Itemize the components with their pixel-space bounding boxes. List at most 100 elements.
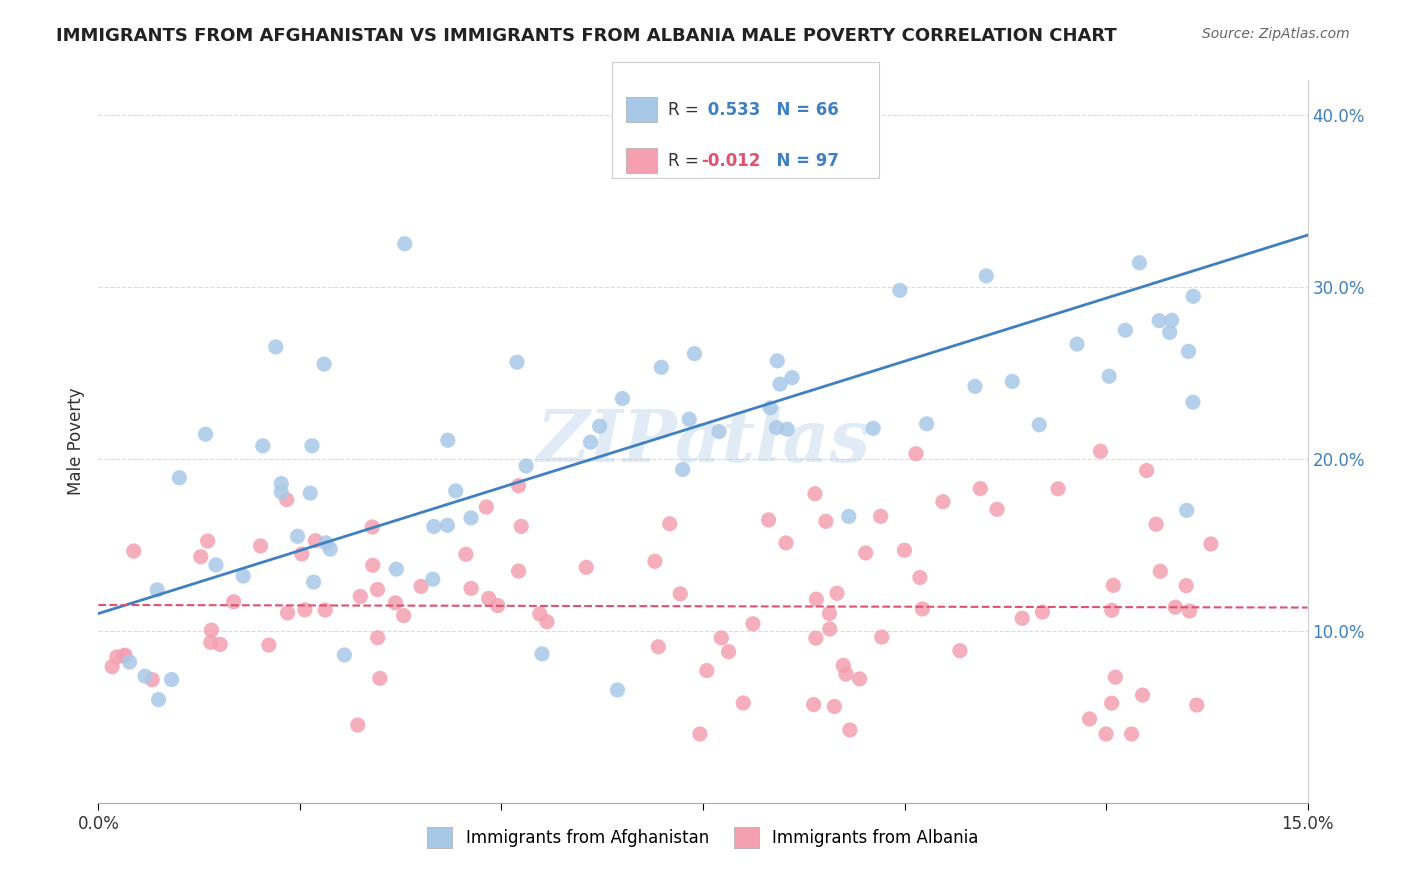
Immigrants from Albania [855, 546, 877, 560]
Immigrants from Albania [835, 667, 858, 681]
Immigrants from Albania [349, 590, 371, 604]
Immigrants from Afghanistan [1147, 314, 1170, 328]
Text: 0.533: 0.533 [702, 101, 761, 119]
Immigrants from Afghanistan [963, 379, 986, 393]
Immigrants from Albania [839, 723, 862, 737]
Immigrants from Afghanistan [232, 569, 254, 583]
Immigrants from Albania [804, 487, 827, 501]
Immigrants from Afghanistan [707, 425, 730, 439]
Immigrants from Afghanistan [1159, 326, 1181, 340]
Immigrants from Albania [1104, 670, 1126, 684]
Immigrants from Afghanistan [974, 268, 997, 283]
Immigrants from Albania [454, 547, 477, 561]
Text: ZIPatlas: ZIPatlas [536, 406, 870, 477]
Immigrants from Albania [197, 534, 219, 549]
Immigrants from Afghanistan [506, 355, 529, 369]
Immigrants from Albania [105, 649, 128, 664]
Immigrants from Afghanistan [205, 558, 228, 572]
Immigrants from Albania [825, 586, 848, 600]
Immigrants from Afghanistan [319, 542, 342, 557]
Immigrants from Afghanistan [769, 377, 792, 392]
Immigrants from Albania [741, 616, 763, 631]
Immigrants from Afghanistan [315, 536, 337, 550]
Immigrants from Afghanistan [862, 421, 884, 435]
Immigrants from Albania [409, 579, 432, 593]
Immigrants from Albania [361, 558, 384, 573]
Immigrants from Albania [475, 500, 498, 514]
Immigrants from Albania [1095, 727, 1118, 741]
Immigrants from Afghanistan [1114, 323, 1136, 337]
Immigrants from Afghanistan [460, 511, 482, 525]
Immigrants from Albania [101, 659, 124, 673]
Immigrants from Afghanistan [838, 509, 860, 524]
Immigrants from Afghanistan [672, 462, 695, 476]
Immigrants from Albania [932, 494, 955, 508]
Immigrants from Albania [1178, 604, 1201, 618]
Immigrants from Afghanistan [678, 412, 700, 426]
Immigrants from Albania [510, 519, 533, 533]
Immigrants from Afghanistan [612, 392, 634, 406]
Immigrants from Albania [758, 513, 780, 527]
Immigrants from Albania [276, 492, 298, 507]
Immigrants from Afghanistan [780, 370, 803, 384]
Immigrants from Albania [508, 478, 530, 492]
Immigrants from Albania [1121, 727, 1143, 741]
Immigrants from Albania [368, 671, 391, 685]
Text: Source: ZipAtlas.com: Source: ZipAtlas.com [1202, 27, 1350, 41]
Immigrants from Afghanistan [776, 422, 799, 436]
Immigrants from Albania [818, 622, 841, 636]
Immigrants from Albania [1144, 517, 1167, 532]
Immigrants from Albania [908, 570, 931, 584]
Immigrants from Albania [460, 582, 482, 596]
Immigrants from Afghanistan [270, 476, 292, 491]
Immigrants from Albania [733, 696, 755, 710]
Immigrants from Afghanistan [423, 519, 446, 533]
Immigrants from Albania [818, 607, 841, 621]
Immigrants from Albania [669, 587, 692, 601]
Immigrants from Afghanistan [422, 572, 444, 586]
Immigrants from Albania [529, 607, 551, 621]
Immigrants from Albania [392, 608, 415, 623]
Y-axis label: Male Poverty: Male Poverty [66, 388, 84, 495]
Immigrants from Albania [1136, 463, 1159, 477]
Immigrants from Albania [893, 543, 915, 558]
Immigrants from Albania [508, 564, 530, 578]
Immigrants from Afghanistan [444, 483, 467, 498]
Immigrants from Afghanistan [134, 669, 156, 683]
Immigrants from Albania [1101, 696, 1123, 710]
Immigrants from Afghanistan [270, 485, 292, 500]
Immigrants from Albania [291, 547, 314, 561]
Immigrants from Albania [367, 631, 389, 645]
Immigrants from Afghanistan [765, 420, 787, 434]
Immigrants from Albania [1078, 712, 1101, 726]
Immigrants from Afghanistan [915, 417, 938, 431]
Immigrants from Albania [1101, 603, 1123, 617]
Text: R =: R = [668, 101, 704, 119]
Immigrants from Afghanistan [530, 647, 553, 661]
Immigrants from Albania [575, 560, 598, 574]
Immigrants from Albania [848, 672, 870, 686]
Immigrants from Albania [249, 539, 271, 553]
Immigrants from Albania [806, 592, 828, 607]
Immigrants from Albania [1175, 579, 1198, 593]
Text: N = 97: N = 97 [765, 152, 839, 169]
Immigrants from Albania [361, 520, 384, 534]
Immigrants from Albania [969, 482, 991, 496]
Immigrants from Afghanistan [515, 458, 537, 473]
Immigrants from Afghanistan [252, 439, 274, 453]
Immigrants from Albania [804, 631, 827, 645]
Immigrants from Afghanistan [1001, 375, 1024, 389]
Immigrants from Albania [112, 648, 135, 663]
Immigrants from Afghanistan [287, 529, 309, 543]
Immigrants from Albania [689, 727, 711, 741]
Immigrants from Albania [304, 533, 326, 548]
Immigrants from Albania [536, 615, 558, 629]
Immigrants from Albania [384, 596, 406, 610]
Immigrants from Albania [314, 603, 336, 617]
Immigrants from Albania [814, 514, 837, 528]
Immigrants from Albania [1090, 444, 1112, 458]
Immigrants from Albania [949, 643, 972, 657]
Immigrants from Albania [114, 648, 136, 663]
Immigrants from Albania [823, 699, 845, 714]
Immigrants from Afghanistan [169, 471, 191, 485]
